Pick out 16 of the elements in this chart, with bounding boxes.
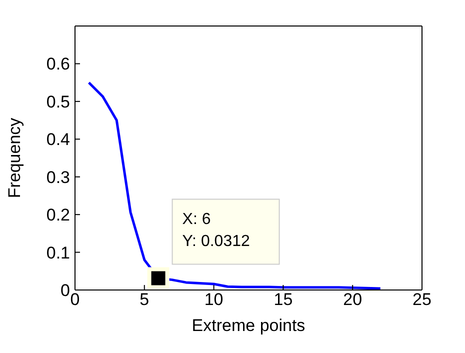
y-tick-label: 0.1 bbox=[46, 243, 70, 262]
x-tick-label: 10 bbox=[204, 290, 224, 310]
x-tick-label: 15 bbox=[274, 290, 293, 310]
y-tick-label: 0.6 bbox=[46, 54, 70, 74]
y-tick-label: 0.2 bbox=[46, 206, 70, 225]
y-tick-label: 0.3 bbox=[46, 168, 70, 187]
annotation: X: 6 Y: 0.0312 bbox=[182, 211, 250, 250]
x-tick-label: 5 bbox=[140, 290, 150, 310]
x-tick-label: 25 bbox=[412, 290, 432, 310]
y-tick-label: 0.4 bbox=[46, 130, 70, 150]
datatip-box: X: 6 Y: 0.0312 bbox=[172, 198, 280, 265]
x-tick-label: 20 bbox=[343, 290, 362, 310]
x-axis-title: Extreme points bbox=[192, 316, 306, 335]
y-axis-title: Frequency bbox=[5, 117, 24, 198]
y-tick-label: 0.5 bbox=[46, 92, 70, 112]
line-series bbox=[88, 81, 382, 290]
